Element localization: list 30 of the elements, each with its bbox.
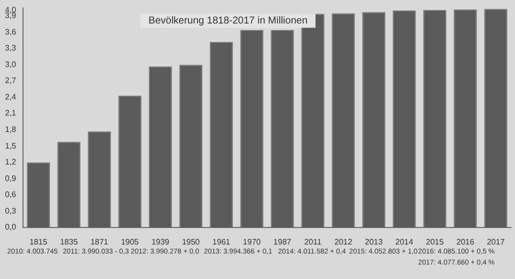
x-tick-label: 1961 [212,237,231,246]
x-tick-label: 1905 [120,237,140,246]
y-tick-label: 0,6 [4,190,17,200]
y-tick-label: 1,5 [4,141,17,150]
y-tick-label: 3,0 [4,60,17,69]
y-tick-label: 2,4 [4,92,17,102]
y-tick-label: 3,6 [4,27,17,36]
x-tick-label: 2011 [304,237,322,246]
x-tick-label: 2012 [334,237,353,246]
x-tick-label: 1987 [273,237,292,246]
x-tick-label: 2015 [426,237,444,246]
y-tick-label: 0,9 [4,174,17,183]
y-tick-label: 0,3 [4,206,17,216]
x-tick-label: 1950 [182,237,200,246]
text: Bevölkerung 1818-2017 in Millionen [148,16,308,27]
y-tick-label: 0,0 [4,222,17,232]
x-tick-label: 2014 [395,237,414,246]
y-tick-label: 2,1 [4,108,17,118]
y-tick-label: 1,8 [4,125,17,134]
x-tick-label: 1835 [60,237,78,246]
x-tick-label: 1871 [90,237,109,246]
y-tick-label: 1,2 [4,158,17,167]
x-tick-label: 2016 [456,237,475,246]
x-tick-label: 1939 [151,237,170,246]
y-tick-label: 2,7 [4,76,17,86]
x-tick-label: 2013 [364,237,384,246]
x-tick-label: 1815 [29,237,48,246]
y-tick-label: 3,3 [4,44,17,53]
x-tick-label: 1970 [242,237,262,246]
x-tick-label: 2017 [486,237,506,246]
